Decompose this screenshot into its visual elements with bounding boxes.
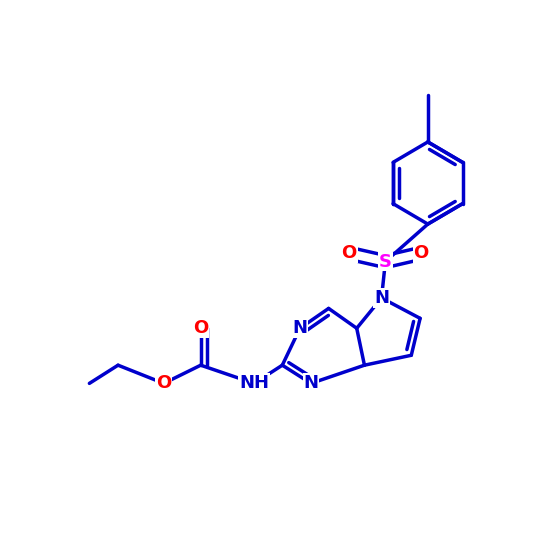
Text: S: S [379,253,392,270]
Text: O: O [193,319,208,337]
Text: NH: NH [239,375,269,392]
Text: O: O [156,375,171,392]
Text: N: N [374,289,389,307]
Text: O: O [341,244,357,262]
Text: N: N [292,319,307,337]
Text: N: N [304,375,319,392]
Text: O: O [413,244,429,262]
